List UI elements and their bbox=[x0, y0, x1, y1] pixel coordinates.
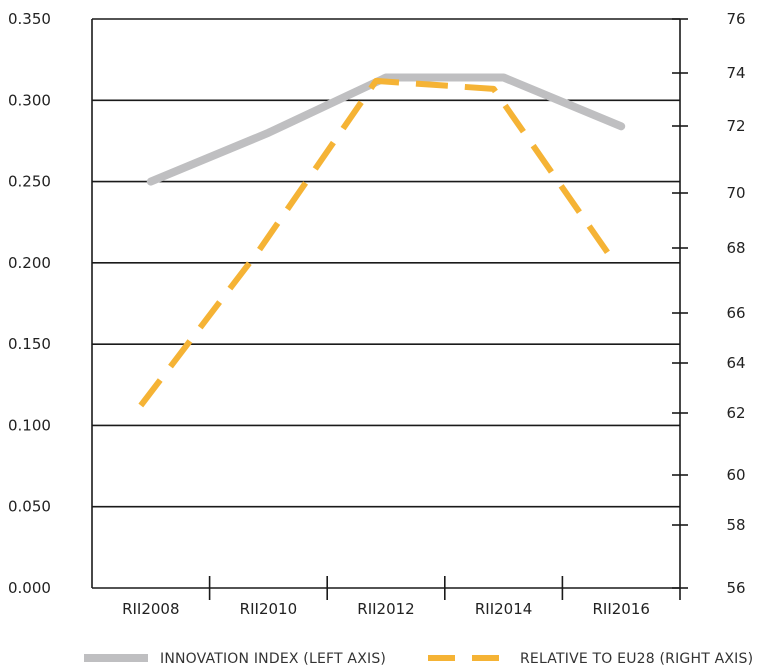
left-tick-label: 0.100 bbox=[8, 416, 51, 434]
category-label: RII2008 bbox=[122, 600, 179, 618]
right-tick-label: 60 bbox=[726, 466, 745, 484]
left-tick-label: 0.200 bbox=[8, 254, 51, 272]
left-tick-label: 0.000 bbox=[8, 579, 51, 597]
left-tick-label: 0.050 bbox=[8, 498, 51, 516]
category-label: RII2012 bbox=[357, 600, 414, 618]
left-tick-label: 0.150 bbox=[8, 335, 51, 353]
right-tick-label: 76 bbox=[726, 10, 745, 28]
axes bbox=[91, 19, 681, 600]
left-tick-label: 0.300 bbox=[8, 91, 51, 109]
right-tick-label: 72 bbox=[726, 117, 745, 135]
left-tick-label: 0.350 bbox=[8, 10, 51, 28]
right-tick-label: 74 bbox=[726, 64, 745, 82]
series-lines bbox=[138, 73, 626, 408]
grid-lines bbox=[92, 18, 680, 508]
category-axis: RII2008 RII2010 RII2012 RII2014 RII2016 bbox=[122, 576, 650, 618]
series-line-innovation-index bbox=[146, 73, 626, 186]
left-tick-label: 0.250 bbox=[8, 173, 51, 191]
category-label: RII2016 bbox=[592, 600, 649, 618]
right-axis-ticks: 56 58 60 62 64 66 68 70 72 74 76 bbox=[672, 10, 746, 597]
legend: INNOVATION INDEX (LEFT AXIS) RELATIVE TO … bbox=[84, 651, 753, 667]
right-tick-label: 62 bbox=[726, 404, 745, 422]
right-tick-label: 58 bbox=[726, 516, 745, 534]
legend-label-relative-eu28: RELATIVE TO EU28 (RIGHT AXIS) bbox=[520, 651, 753, 667]
right-tick-label: 70 bbox=[726, 184, 745, 202]
category-label: RII2014 bbox=[475, 600, 532, 618]
right-tick-label: 66 bbox=[726, 304, 745, 322]
legend-label-innovation-index: INNOVATION INDEX (LEFT AXIS) bbox=[160, 651, 386, 667]
right-tick-label: 68 bbox=[726, 239, 745, 257]
right-tick-label: 64 bbox=[726, 354, 745, 372]
right-tick-label: 56 bbox=[726, 579, 745, 597]
left-axis-ticks: 0.000 0.050 0.100 0.150 0.200 0.250 0.300 0.350 bbox=[8, 10, 51, 597]
series-line-relative-eu28 bbox=[138, 77, 614, 408]
category-label: RII2010 bbox=[240, 600, 297, 618]
